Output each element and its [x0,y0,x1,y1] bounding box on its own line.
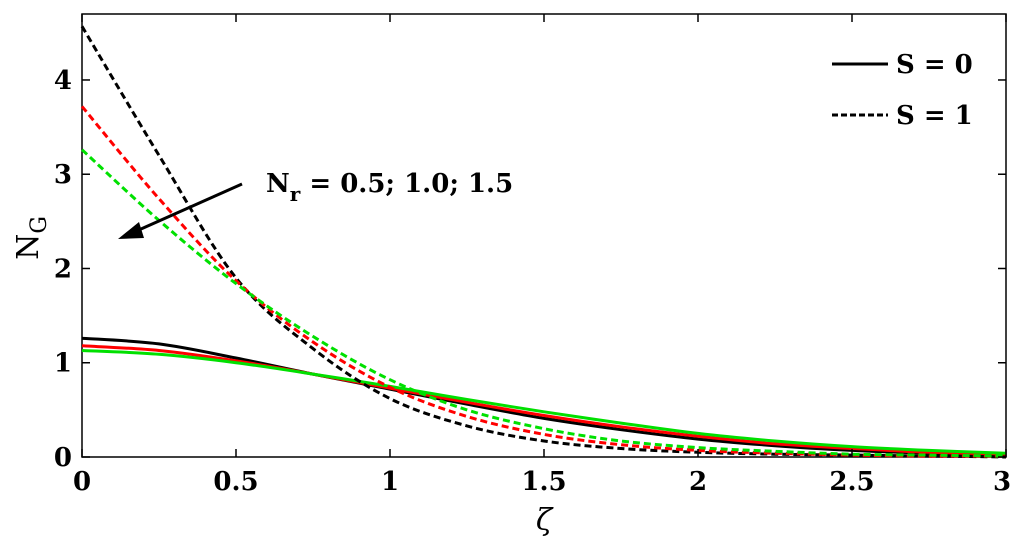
y-tick-label: 2 [54,254,72,284]
x-tick-label: 3 [993,467,1011,497]
x-tick-labels: 0 0.5 1 1.5 2 2.5 3 [73,467,1011,497]
series-red-dashed-line [80,105,1007,458]
series-green-solid-line [81,349,1007,455]
ticks-layer [81,14,1007,458]
x-tick-label: 2.5 [829,467,874,497]
annotation-arrow-head [118,222,144,239]
y-axis-label: NG [11,216,52,260]
x-tick-label: 1 [381,467,399,497]
annotation-arrow-shaft [131,182,243,235]
y-tick-label: 3 [54,160,72,190]
annotation-sub: r [290,182,301,206]
y-tick-labels: 0 1 2 3 4 [54,66,72,473]
series-green-dashed-line [80,148,1007,458]
y-axis-label-main: N [11,234,46,260]
x-axis-label: ζ [536,503,554,538]
x-tick-label: 0 [73,467,91,497]
x-tick-label: 0.5 [213,467,258,497]
y-tick-label: 4 [54,66,72,96]
x-tick-label: 2 [689,467,707,497]
legend: S = 0 S = 1 [832,50,973,131]
annotation-text: Nr = 0.5; 1.0; 1.5 [266,169,513,206]
legend-label-s1: S = 1 [896,101,973,131]
y-tick-label: 0 [54,443,72,473]
annotation-rest: = 0.5; 1.0; 1.5 [300,169,513,199]
annotation-main: N [266,169,290,199]
y-axis-label-sub: G [27,216,52,234]
series-red-solid-line [81,344,1007,456]
x-tick-label: 1.5 [521,467,566,497]
y-tick-label: 1 [54,349,72,379]
legend-label-s0: S = 0 [896,50,973,80]
annotation: Nr = 0.5; 1.0; 1.5 [118,169,513,239]
plot-area [81,13,1007,458]
